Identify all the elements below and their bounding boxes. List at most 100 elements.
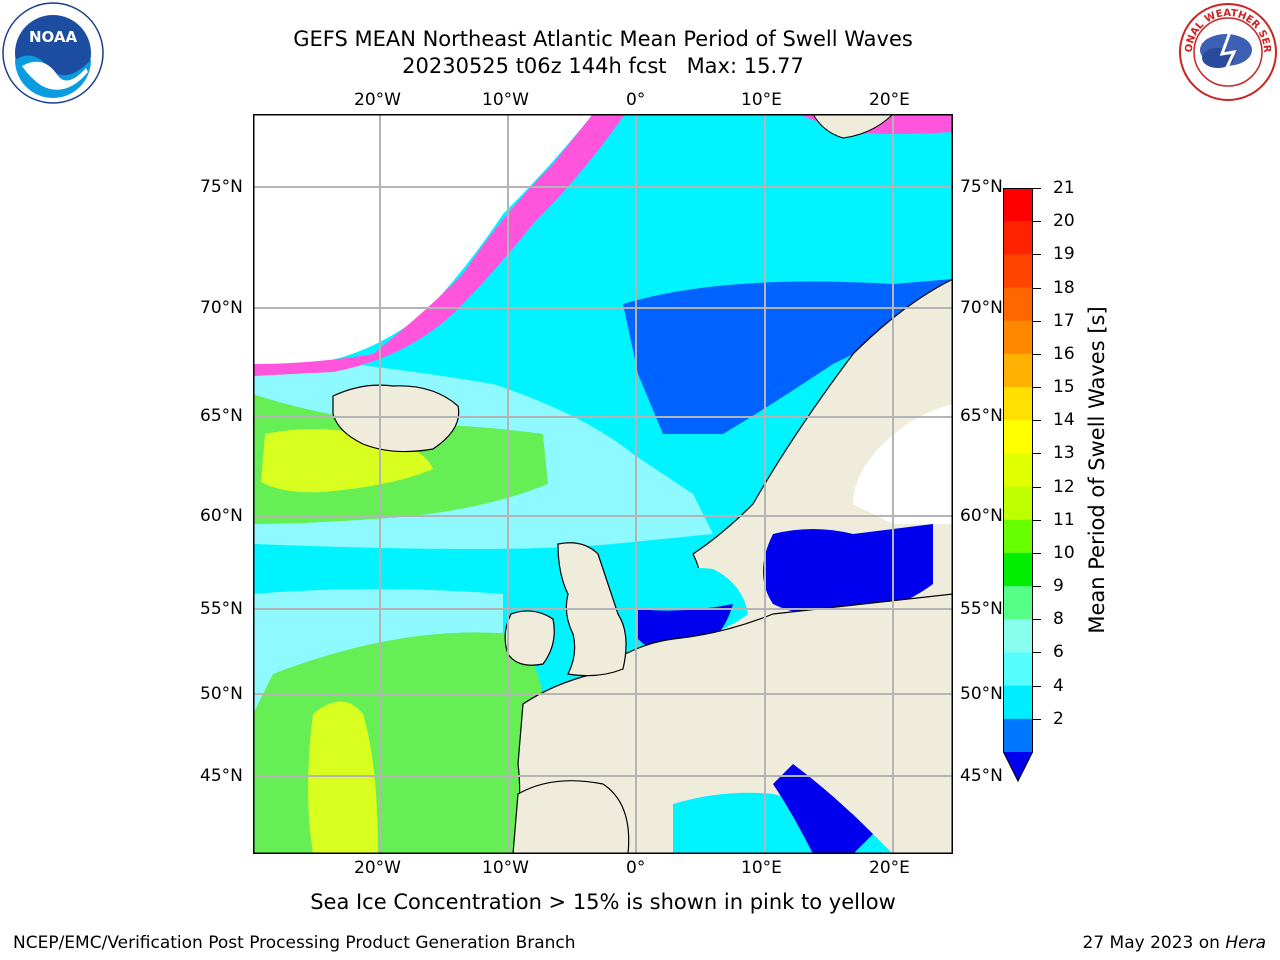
sea-ice-caption: Sea Ice Concentration > 15% is shown in … bbox=[310, 890, 896, 914]
lat-tick-left: 55°N bbox=[200, 599, 243, 619]
lat-tick-right: 50°N bbox=[960, 684, 1003, 704]
colorbar-tick-mark bbox=[1033, 353, 1041, 355]
colorbar-tick-label: 8 bbox=[1053, 609, 1064, 630]
colorbar-tick-label: 9 bbox=[1053, 576, 1064, 597]
colorbar-tick-label: 6 bbox=[1053, 642, 1064, 663]
colorbar-tick-mark bbox=[1033, 254, 1041, 256]
colorbar-segment bbox=[1003, 619, 1033, 653]
lat-tick-right: 60°N bbox=[960, 506, 1003, 526]
baltic-sea bbox=[763, 524, 933, 616]
colorbar-tick-label: 21 bbox=[1053, 178, 1075, 198]
colorbar-tick-label: 14 bbox=[1053, 410, 1075, 431]
footer-machine: Hera bbox=[1225, 933, 1266, 953]
lon-tick-top: 0° bbox=[626, 90, 646, 110]
lat-tick-right: 75°N bbox=[960, 177, 1003, 197]
lon-tick-top: 10°W bbox=[482, 90, 529, 110]
colorbar-tick-mark bbox=[1033, 453, 1041, 455]
map-frame bbox=[253, 114, 953, 854]
colorbar-segment bbox=[1003, 254, 1033, 289]
colorbar-tick-mark bbox=[1033, 420, 1041, 422]
colorbar-segment bbox=[1003, 353, 1033, 388]
lat-tick-left: 45°N bbox=[200, 766, 243, 786]
colorbar-tick-label: 19 bbox=[1053, 244, 1075, 265]
colorbar-tick-label: 20 bbox=[1053, 211, 1075, 232]
colorbar-tick-mark bbox=[1033, 552, 1041, 554]
colorbar-tick-label: 15 bbox=[1053, 377, 1075, 398]
lon-tick-bottom: 10°W bbox=[482, 858, 529, 878]
colorbar-segment bbox=[1003, 652, 1033, 687]
lon-tick-bottom: 10°E bbox=[741, 858, 782, 878]
colorbar-segment bbox=[1003, 718, 1033, 753]
colorbar-segment bbox=[1003, 320, 1033, 355]
colorbar-segment bbox=[1003, 287, 1033, 322]
footer-date: 27 May 2023 on Hera bbox=[1083, 933, 1267, 953]
colorbar-tick-label: 13 bbox=[1053, 443, 1075, 464]
lon-tick-bottom: 20°E bbox=[869, 858, 910, 878]
colorbar-segment bbox=[1003, 387, 1033, 421]
lon-tick-bottom: 20°W bbox=[354, 858, 401, 878]
bothnia-white bbox=[853, 404, 953, 524]
graticule bbox=[253, 114, 953, 854]
colorbar-segment bbox=[1003, 519, 1033, 554]
colorbar-tick-mark bbox=[1033, 221, 1041, 223]
colorbar-tick-mark bbox=[1033, 586, 1041, 588]
map-title: GEFS MEAN Northeast Atlantic Mean Period… bbox=[293, 27, 913, 51]
colorbar-tick-label: 16 bbox=[1053, 343, 1075, 364]
swell-band-yellow-south bbox=[308, 701, 378, 854]
footer-date-text: 27 May 2023 on bbox=[1082, 933, 1226, 953]
footer-credit: NCEP/EMC/Verification Post Processing Pr… bbox=[13, 933, 576, 953]
iberia-land bbox=[512, 780, 630, 854]
colorbar-tick-mark bbox=[1033, 519, 1041, 521]
colorbar-segment bbox=[1003, 586, 1033, 620]
lat-tick-right: 45°N bbox=[960, 766, 1003, 786]
colorbar-tick-mark bbox=[1033, 685, 1041, 687]
svalbard-land bbox=[812, 114, 894, 139]
lat-tick-right: 55°N bbox=[960, 599, 1003, 619]
colorbar-label: Mean Period of Swell Waves [s] bbox=[1085, 306, 1109, 634]
colorbar-tick-mark bbox=[1033, 287, 1041, 289]
nws-logo: NATIONAL WEATHER SERVICE bbox=[1178, 2, 1277, 101]
swell-period-map bbox=[253, 114, 953, 854]
adriatic-sea bbox=[773, 764, 873, 854]
lat-tick-left: 75°N bbox=[200, 177, 243, 197]
colorbar-tick-mark bbox=[1033, 486, 1041, 488]
lat-tick-left: 70°N bbox=[200, 298, 243, 318]
lat-tick-right: 65°N bbox=[960, 406, 1003, 426]
colorbar-outline bbox=[1003, 188, 1033, 782]
colorbar bbox=[1003, 188, 1033, 782]
map-subtitle: 20230525 t06z 144h fcst Max: 15.77 bbox=[402, 54, 804, 78]
colorbar-tick-label: 4 bbox=[1053, 675, 1064, 696]
colorbar-segment bbox=[1003, 188, 1033, 222]
swell-band-green-south bbox=[253, 632, 545, 854]
iceland-land bbox=[332, 384, 460, 453]
lat-tick-left: 50°N bbox=[200, 684, 243, 704]
ireland-land bbox=[504, 610, 555, 666]
colorbar-segment bbox=[1003, 486, 1033, 521]
colorbar-tick-label: 12 bbox=[1053, 476, 1075, 497]
lat-tick-left: 60°N bbox=[200, 506, 243, 526]
colorbar-tick-mark bbox=[1033, 188, 1041, 189]
lon-tick-bottom: 0° bbox=[626, 858, 646, 878]
colorbar-tick-mark bbox=[1033, 652, 1041, 654]
colorbar-tick-label: 17 bbox=[1053, 310, 1075, 331]
lat-tick-right: 70°N bbox=[960, 298, 1003, 318]
lon-tick-top: 10°E bbox=[741, 90, 782, 110]
colorbar-segment bbox=[1003, 221, 1033, 255]
sea-ice-edge bbox=[253, 114, 625, 376]
colorbar-tick-mark bbox=[1033, 619, 1041, 621]
lat-tick-left: 65°N bbox=[200, 406, 243, 426]
colorbar-tick-label: 11 bbox=[1053, 509, 1075, 530]
colorbar-segment bbox=[1003, 453, 1033, 488]
colorbar-tick-mark bbox=[1033, 320, 1041, 322]
colorbar-segment bbox=[1003, 420, 1033, 454]
colorbar-tick-label: 10 bbox=[1053, 542, 1075, 563]
lon-tick-top: 20°E bbox=[869, 90, 910, 110]
colorbar-tick-mark bbox=[1033, 387, 1041, 389]
colorbar-tick-label: 18 bbox=[1053, 277, 1075, 298]
swell-band-blue bbox=[623, 279, 953, 434]
colorbar-tick-mark bbox=[1033, 718, 1041, 720]
lon-tick-top: 20°W bbox=[354, 90, 401, 110]
colorbar-extend-arrow bbox=[1003, 752, 1033, 782]
colorbar-segment bbox=[1003, 552, 1033, 587]
noaa-logo: NOAA bbox=[2, 2, 104, 104]
